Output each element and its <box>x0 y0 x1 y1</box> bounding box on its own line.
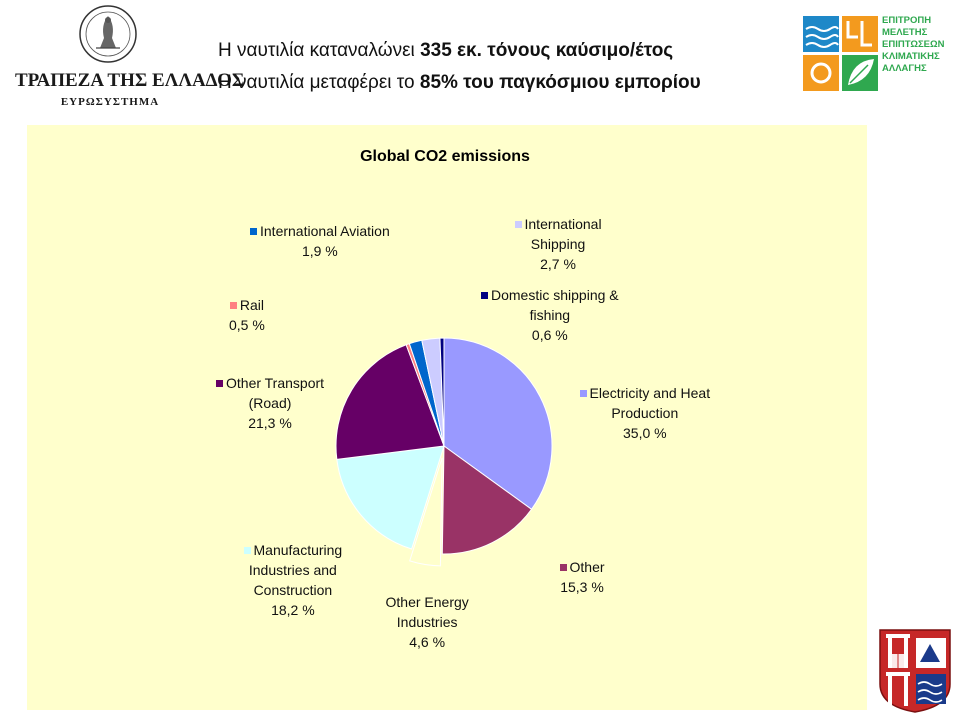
committee-emblem-icon <box>803 16 878 91</box>
slice-value: 0,5 % <box>229 317 265 333</box>
slice-name: Construction <box>253 582 333 598</box>
slice-value: 15,3 % <box>560 579 604 595</box>
pie-chart: Global CO2 emissions <box>335 148 553 567</box>
slice-value: 2,7 % <box>540 256 576 272</box>
slice-name: Industries and <box>248 562 337 578</box>
slice-value: 21,3 % <box>248 415 292 431</box>
slice-label-line: Construction <box>244 580 343 600</box>
slice-name: (Road) <box>248 395 292 411</box>
climate-committee-logo: ΕΠΙΤΡΟΠΗ ΜΕΛΕΤΗΣ ΕΠΙΠΤΩΣΕΩΝ ΚΛΙΜΑΤΙΚΗΣ Α… <box>802 15 960 95</box>
slice-label-line: International <box>514 214 602 234</box>
slice-value: 35,0 % <box>623 425 667 441</box>
slice-label-line: Industries and <box>244 560 343 580</box>
committee-line: ΜΕΛΕΤΗΣ <box>882 27 928 38</box>
headline-1-text: Η ναυτιλία καταναλώνει <box>218 40 421 61</box>
slice-label-line: Industries <box>386 612 469 632</box>
slice-label: Electricity and Heat Production 35,0 % <box>579 383 711 443</box>
slice-swatch <box>250 228 257 235</box>
slice-swatch <box>229 302 237 309</box>
slide-header: ΤΡΑΠΕΖΑ ΤΗΣ ΕΛΛΑΔΟΣ ΕΥΡΩΣΥΣΤΗΜΑ Η ναυτιλ… <box>0 0 960 120</box>
university-of-piraeus-logo <box>878 628 952 714</box>
slice-label-line: Electricity and Heat <box>579 383 711 403</box>
slice-name: Manufacturing <box>253 542 343 558</box>
slice-name: Shipping <box>530 236 586 252</box>
slice-name: fishing <box>529 307 571 323</box>
slice-value: 18,2 % <box>271 602 315 618</box>
slice-name: Electricity and Heat <box>589 385 711 401</box>
pie-slices <box>335 337 553 567</box>
slice-label-line: Shipping <box>515 234 602 254</box>
bank-name: ΤΡΑΠΕΖΑ ΤΗΣ ΕΛΛΑΔΟΣ <box>15 70 245 91</box>
slice-name: Other <box>569 559 605 575</box>
slice-label-line: fishing <box>481 305 619 325</box>
slice-name: Industries <box>396 614 458 630</box>
bank-subtitle: ΕΥΡΩΣΥΣΤΗΜΑ <box>60 96 160 108</box>
co2-emissions-chart: Global CO2 emissions Electricity and Hea… <box>27 125 867 710</box>
headline-fuel-consumption: Η ναυτιλία καταναλώνει 335 εκ. τόνους κα… <box>218 40 673 62</box>
bank-seal-icon <box>79 5 137 63</box>
slice-swatch <box>514 221 522 228</box>
slice-label-line: Domestic shipping & <box>481 285 619 305</box>
slice-label: Other 15,3 % <box>559 557 605 597</box>
slice-label-line: Production <box>580 403 711 423</box>
pie-slice <box>336 445 445 550</box>
headline-2-text: Η ναυτιλία μεταφέρει το <box>218 72 420 93</box>
slice-label-line: (Road) <box>216 393 324 413</box>
headline-2-emphasis: 85% του παγκόσμιου εμπορίου <box>419 72 701 93</box>
slice-label: Other Transport (Road) 21,3 % <box>216 373 324 433</box>
slice-label: Manufacturing Industries and Construction 1… <box>243 540 343 620</box>
slice-label-line: International Aviation <box>250 221 390 241</box>
committee-line: ΚΛΙΜΑΤΙΚΗΣ <box>882 51 940 62</box>
slice-label: Domestic shipping & fishing 0,6 % <box>481 285 619 345</box>
university-crest-icon <box>879 629 951 713</box>
pie-slice <box>441 445 533 555</box>
slice-swatch <box>243 547 251 554</box>
committee-line: ΕΠΙΤΡΟΠΗ <box>882 15 932 26</box>
slice-swatch <box>559 564 567 571</box>
slice-value: 0,6 % <box>531 327 568 343</box>
slice-name: Other Energy <box>385 594 469 610</box>
pie-slice <box>439 337 445 447</box>
slice-value: 4,6 % <box>409 634 446 650</box>
chart-title: Global CO2 emissions <box>360 148 530 165</box>
pie-slice <box>335 344 445 460</box>
committee-line: ΕΠΙΠΤΩΣΕΩΝ <box>882 39 945 50</box>
slice-label-line: Other Transport <box>216 373 324 393</box>
slice-name: Rail <box>239 297 264 313</box>
slice-swatch <box>579 390 587 397</box>
slice-value: 1,9 % <box>301 243 338 259</box>
bank-of-greece-logo: ΤΡΑΠΕΖΑ ΤΗΣ ΕΛΛΑΔΟΣ ΕΥΡΩΣΥΣΤΗΜΑ <box>15 0 244 118</box>
slice-label: International Aviation 1,9 % <box>250 221 390 261</box>
slice-name: Domestic shipping & <box>491 287 619 303</box>
slice-label-line: Rail <box>229 295 265 315</box>
pie-slice <box>443 337 553 510</box>
slice-label: Rail 0,5 % <box>229 295 265 335</box>
headline-1-emphasis: 335 εκ. τόνους καύσιμο/έτος <box>420 40 674 61</box>
slice-label: Other Energy Industries 4,6 % <box>386 592 469 652</box>
committee-name: ΕΠΙΤΡΟΠΗ ΜΕΛΕΤΗΣ ΕΠΙΠΤΩΣΕΩΝ ΚΛΙΜΑΤΙΚΗΣ Α… <box>882 15 960 75</box>
slice-name: International Aviation <box>260 223 390 239</box>
slice-name: Other Transport <box>226 375 325 391</box>
slice-name: International <box>524 216 602 232</box>
slice-name: Production <box>611 405 679 421</box>
headline-world-trade-share: Η ναυτιλία μεταφέρει το 85% του παγκόσμι… <box>218 72 701 94</box>
slice-label: International Shipping 2,7 % <box>514 214 602 274</box>
pie-slice <box>409 457 443 567</box>
slice-label-line: Manufacturing <box>243 540 343 560</box>
slice-swatch <box>481 292 488 299</box>
slice-swatch <box>216 380 223 387</box>
slice-label-line: Other Energy <box>386 592 469 612</box>
slice-label-line: Other <box>559 557 605 577</box>
committee-line: ΑΛΛΑΓΗΣ <box>882 63 927 74</box>
